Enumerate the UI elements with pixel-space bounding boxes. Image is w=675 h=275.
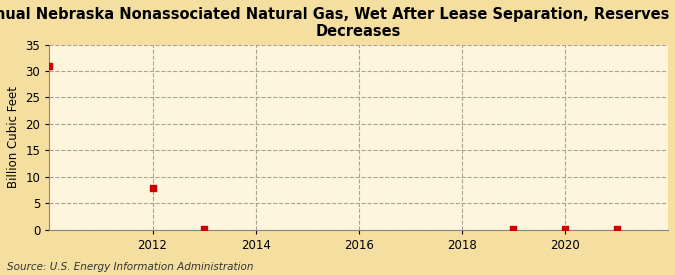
Point: [198, 227, 209, 232]
Point: [147, 186, 158, 191]
Title: Annual Nebraska Nonassociated Natural Gas, Wet After Lease Separation, Reserves : Annual Nebraska Nonassociated Natural Ga…: [0, 7, 675, 39]
Point: [44, 64, 55, 68]
Text: Source: U.S. Energy Information Administration: Source: U.S. Energy Information Administ…: [7, 262, 253, 272]
Y-axis label: Billion Cubic Feet: Billion Cubic Feet: [7, 86, 20, 188]
Point: [560, 227, 570, 231]
Point: [611, 227, 622, 232]
Point: [508, 227, 519, 232]
